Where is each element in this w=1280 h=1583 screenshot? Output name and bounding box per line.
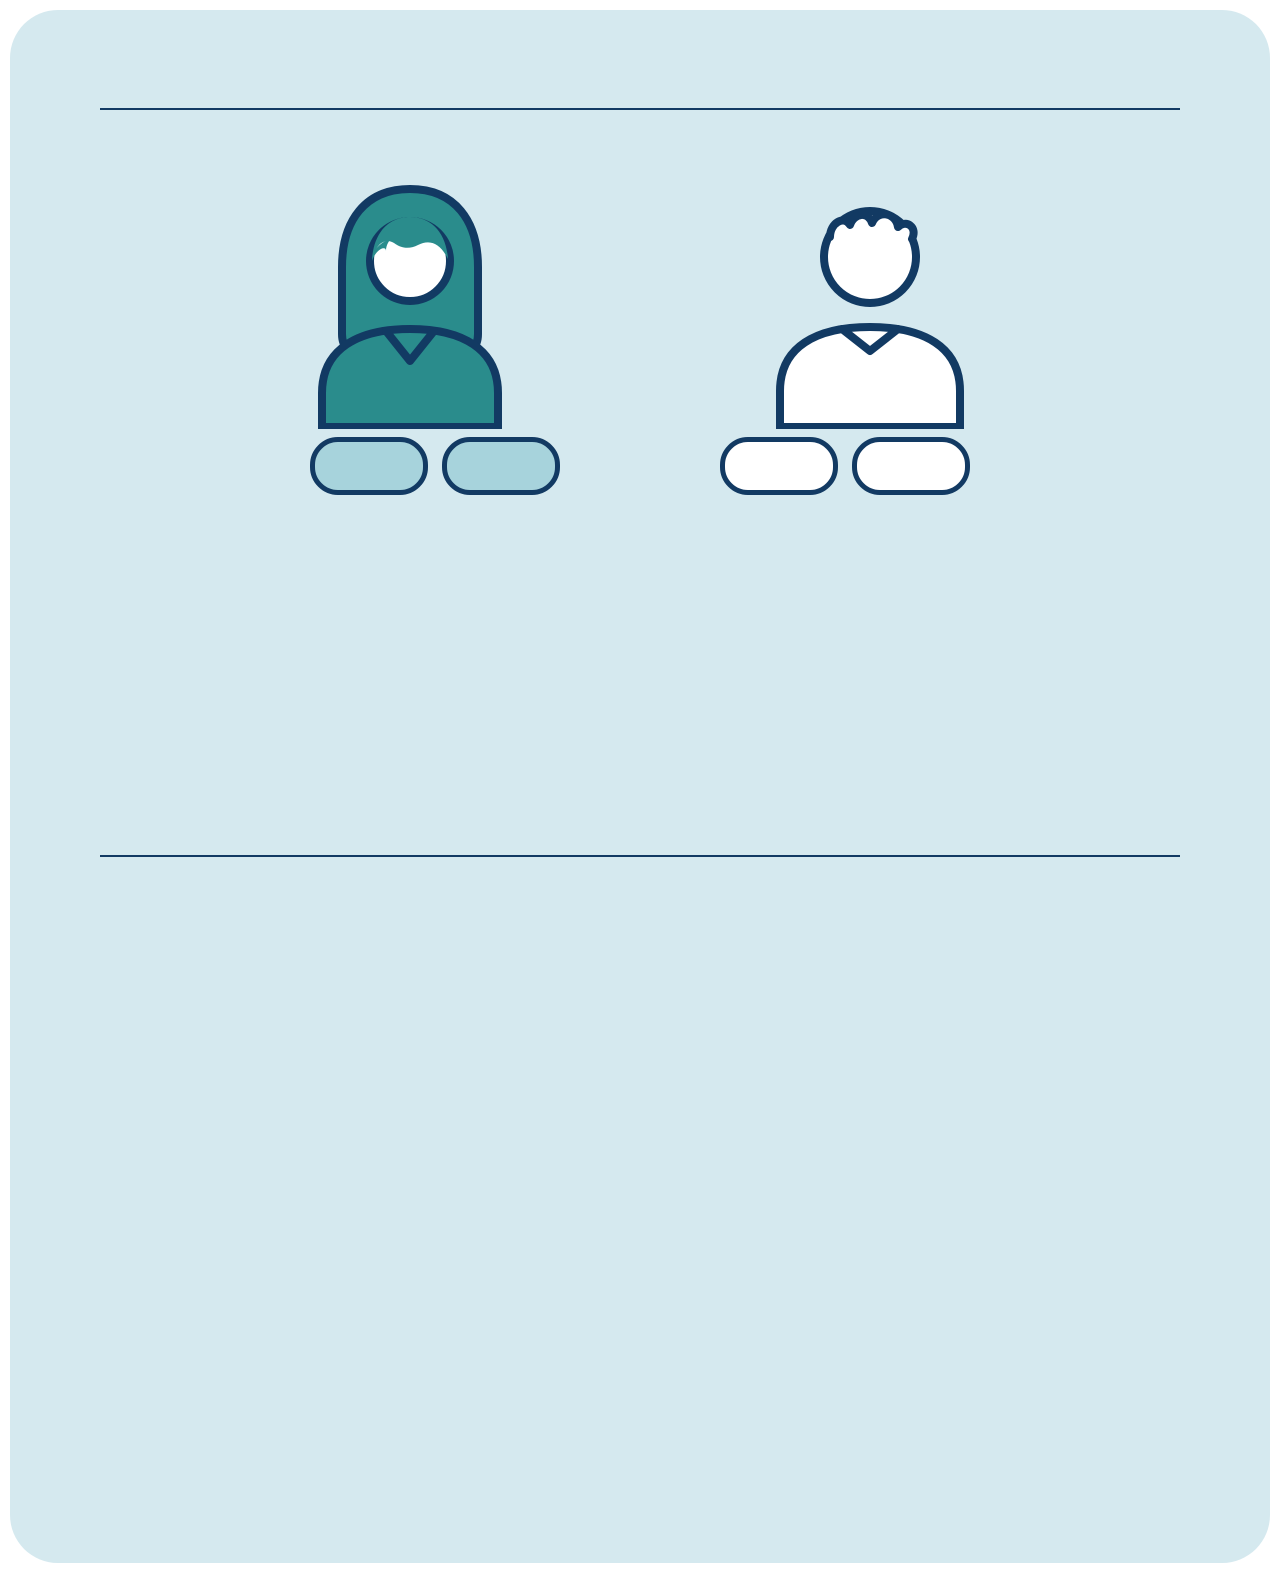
sperm-pair xyxy=(720,437,970,495)
cross-lines-area xyxy=(100,505,1180,835)
parents-row xyxy=(100,128,1180,429)
sperm-2 xyxy=(852,437,970,495)
mother-column xyxy=(290,128,530,429)
divider-top xyxy=(100,108,1180,110)
figure-card xyxy=(10,10,1270,1563)
mother-icon xyxy=(290,179,530,429)
gametes-row xyxy=(100,437,1180,495)
egg-1 xyxy=(310,437,428,495)
father-icon xyxy=(750,179,990,429)
cross-lines-svg xyxy=(100,505,1180,835)
egg-pair xyxy=(310,437,560,495)
divider-bottom xyxy=(100,855,1180,857)
father-column xyxy=(750,128,990,429)
sperm-1 xyxy=(720,437,838,495)
egg-2 xyxy=(442,437,560,495)
